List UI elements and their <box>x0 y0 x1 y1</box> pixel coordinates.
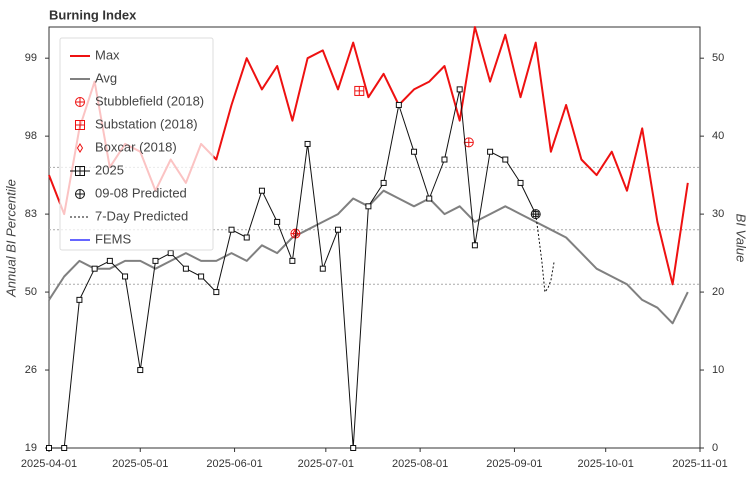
marker <box>137 367 144 374</box>
y2-tick-label: 20 <box>712 286 724 298</box>
marker <box>75 166 85 176</box>
marker <box>395 101 402 108</box>
marker <box>354 85 365 96</box>
x-tick-label: 2025-07-01 <box>298 458 354 470</box>
marker <box>350 445 357 451</box>
marker <box>258 187 265 194</box>
marker <box>76 296 83 303</box>
legend-label: Avg <box>95 70 117 85</box>
marker <box>471 242 478 249</box>
x-tick-label: 2025-10-01 <box>578 458 634 470</box>
marker <box>441 156 448 163</box>
legend-label: Stubblefield (2018) <box>95 93 204 108</box>
legend-label: Max <box>95 47 120 62</box>
chart-title: Burning Index <box>49 7 137 22</box>
marker <box>182 265 189 272</box>
marker <box>61 445 68 451</box>
y2-tick-label: 30 <box>712 208 724 220</box>
marker <box>456 86 463 93</box>
legend-label: 2025 <box>95 162 124 177</box>
marker <box>75 189 85 199</box>
marker <box>167 250 174 257</box>
marker <box>91 265 98 272</box>
marker <box>365 203 372 210</box>
marker <box>122 273 129 280</box>
marker <box>426 195 433 202</box>
marker <box>274 218 281 225</box>
y-axis-label: Annual BI Percentile <box>3 179 18 298</box>
x-tick-label: 2025-08-01 <box>392 458 448 470</box>
y-tick-label: 26 <box>25 364 37 376</box>
y2-tick-label: 40 <box>712 130 724 142</box>
marker <box>334 226 341 233</box>
marker <box>380 179 387 186</box>
y2-tick-label: 50 <box>712 52 724 64</box>
marker <box>463 137 474 148</box>
y-tick-label: 83 <box>25 208 37 220</box>
marker <box>502 156 509 163</box>
legend-label: 09-08 Predicted <box>95 185 187 200</box>
marker <box>289 257 296 264</box>
marker <box>213 289 220 296</box>
x-tick-label: 2025-11-01 <box>672 458 727 470</box>
x-tick-label: 2025-06-01 <box>206 458 262 470</box>
x-tick-label: 2025-09-01 <box>486 458 542 470</box>
marker <box>319 265 326 272</box>
marker <box>75 120 85 130</box>
marker <box>487 148 494 155</box>
marker <box>46 445 52 451</box>
legend-label: 7-Day Predicted <box>95 208 188 223</box>
marker <box>76 143 84 153</box>
x-tick-label: 2025-04-01 <box>21 458 77 470</box>
y2-axis-label: BI Value <box>734 214 749 263</box>
legend-box <box>59 37 214 251</box>
y2-tick-label: 10 <box>712 364 724 376</box>
legend-label: Boxcar (2018) <box>95 139 177 154</box>
marker <box>152 257 159 264</box>
legend-label: FEMS <box>95 231 131 246</box>
y-tick-label: 50 <box>25 286 37 298</box>
marker <box>75 97 85 107</box>
marker <box>106 257 113 264</box>
marker <box>517 179 524 186</box>
marker <box>243 234 250 241</box>
marker <box>198 273 205 280</box>
y-tick-label: 99 <box>25 52 37 64</box>
x-tick-label: 2025-05-01 <box>112 458 168 470</box>
y-tick-label: 98 <box>25 130 37 142</box>
marker <box>304 140 311 147</box>
y2-tick-label: 0 <box>712 442 718 454</box>
plot-frame <box>48 26 701 449</box>
y-tick-label: 19 <box>25 442 37 454</box>
marker <box>411 148 418 155</box>
marker <box>228 226 235 233</box>
legend-label: Substation (2018) <box>95 116 198 131</box>
